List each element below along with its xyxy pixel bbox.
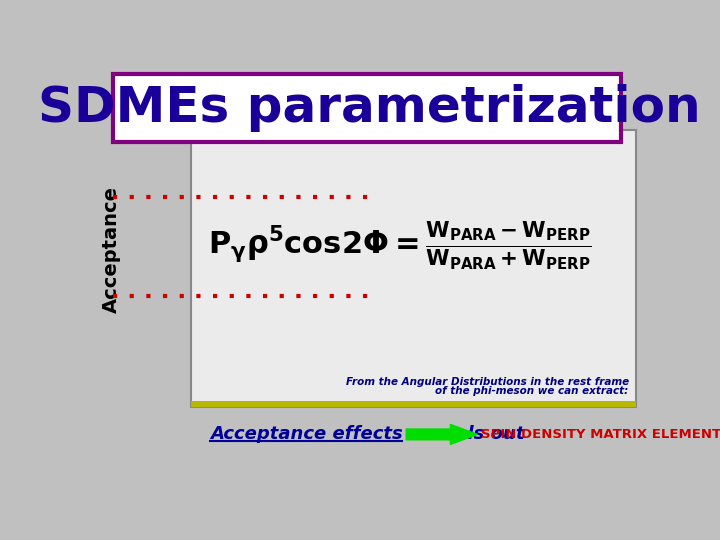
Text: SDMEs parametrization: SDMEs parametrization bbox=[37, 84, 701, 132]
Text: From the Angular Distributions in the rest frame: From the Angular Distributions in the re… bbox=[346, 377, 629, 387]
Polygon shape bbox=[406, 424, 477, 444]
Text: of the phi-meson we can extract:: of the phi-meson we can extract: bbox=[436, 386, 629, 396]
Text: Acceptance: Acceptance bbox=[102, 186, 121, 313]
FancyBboxPatch shape bbox=[113, 74, 621, 142]
Text: $\mathbf{P_\gamma\rho^5cos2\Phi = \frac{W_{PARA} - W_{PERP}}{W_{PARA} + W_{PERP}: $\mathbf{P_\gamma\rho^5cos2\Phi = \frac{… bbox=[208, 219, 592, 272]
Text: Acceptance effects cancels out: Acceptance effects cancels out bbox=[210, 426, 525, 443]
Text: SPIN DENSITY MATRIX ELEMENTS: SPIN DENSITY MATRIX ELEMENTS bbox=[482, 428, 720, 441]
FancyBboxPatch shape bbox=[191, 130, 636, 408]
Bar bbox=[191, 401, 636, 408]
